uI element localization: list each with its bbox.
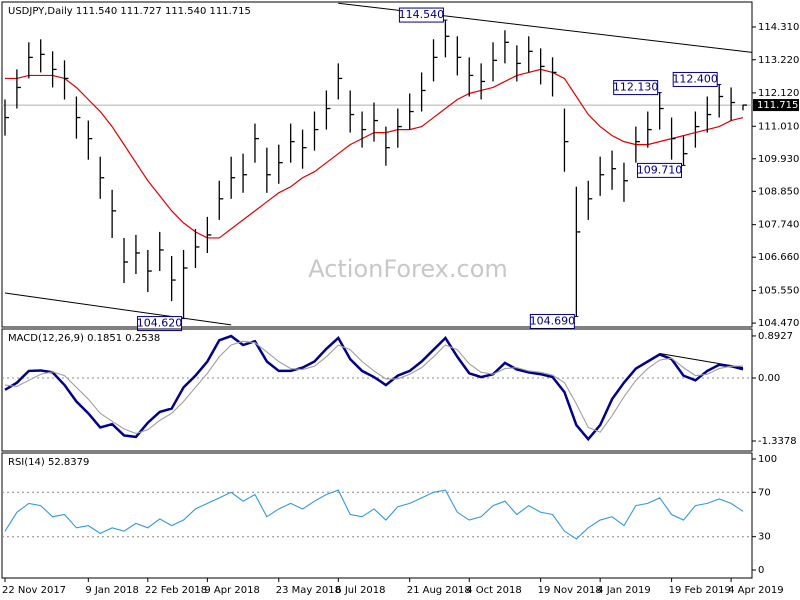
y-tick-label: 107.740 [758,220,799,231]
y-tick-label: 111.010 [758,121,799,132]
y-tick-label: 70 [758,487,771,498]
x-tick-label: 6 Jul 2018 [335,585,385,596]
series-line [4,340,744,435]
annotation-label: 114.540 [399,8,445,21]
annotation-box [672,71,718,87]
y-tick-label: 0.8927 [758,331,793,342]
y-tick-label: 114.310 [758,22,799,33]
pane-frame [1,328,753,452]
watermark: ActionForex.com [308,255,508,283]
annotation-box [398,7,444,23]
pane-title: RSI(14) 52.8379 [8,457,89,468]
y-tick-label: 104.470 [758,318,799,329]
last-price-label: 111.715 [757,100,798,111]
y-tick-label: 106.660 [758,252,799,263]
y-tick-label: 100 [758,454,777,465]
x-tick-label: 19 Nov 2018 [538,585,602,596]
y-tick-label: 109.930 [758,154,799,165]
annotation-box [529,313,575,329]
annotation-label: 112.400 [672,72,718,85]
x-tick-label: 4 Jan 2019 [597,585,651,596]
pane-title: MACD(12,26,9) 0.1851 0.2538 [8,333,160,344]
pane-frame [1,452,753,579]
series-line [4,334,744,442]
trendline [4,292,232,326]
x-tick-label: 9 Apr 2018 [204,585,259,596]
last-price-box [753,99,799,112]
x-tick-label: 4 Apr 2019 [728,585,783,596]
annotation-box [636,162,682,178]
annotation-box [137,316,183,332]
series-line [4,489,744,540]
x-tick-label: 22 Feb 2018 [145,585,207,596]
y-tick-label: 0 [758,565,764,576]
y-tick-label: 112.120 [758,88,799,99]
x-tick-label: 23 May 2018 [276,585,341,596]
x-tick-label: 19 Feb 2019 [669,585,731,596]
annotation-label: 104.620 [137,317,183,330]
x-tick-label: 22 Nov 2017 [2,585,66,596]
pane-frame [1,1,753,328]
y-tick-label: 30 [758,532,771,543]
x-tick-label: 4 Oct 2018 [466,585,521,596]
y-tick-label: 0.00 [758,373,780,384]
annotation-label: 104.690 [530,314,576,327]
y-tick-label: -1.3378 [758,436,797,447]
y-tick-label: 108.850 [758,186,799,197]
pane-title: USDJPY,Daily 111.540 111.727 111.540 111… [8,6,251,17]
annotation-box [613,80,659,96]
y-tick-label: 113.220 [758,55,799,66]
annotation-label: 109.710 [637,163,683,176]
y-tick-label: 105.550 [758,286,799,297]
annotation-label: 112.130 [613,81,659,94]
x-tick-label: 21 Aug 2018 [407,585,471,596]
x-tick-label: 9 Jan 2018 [85,585,139,596]
